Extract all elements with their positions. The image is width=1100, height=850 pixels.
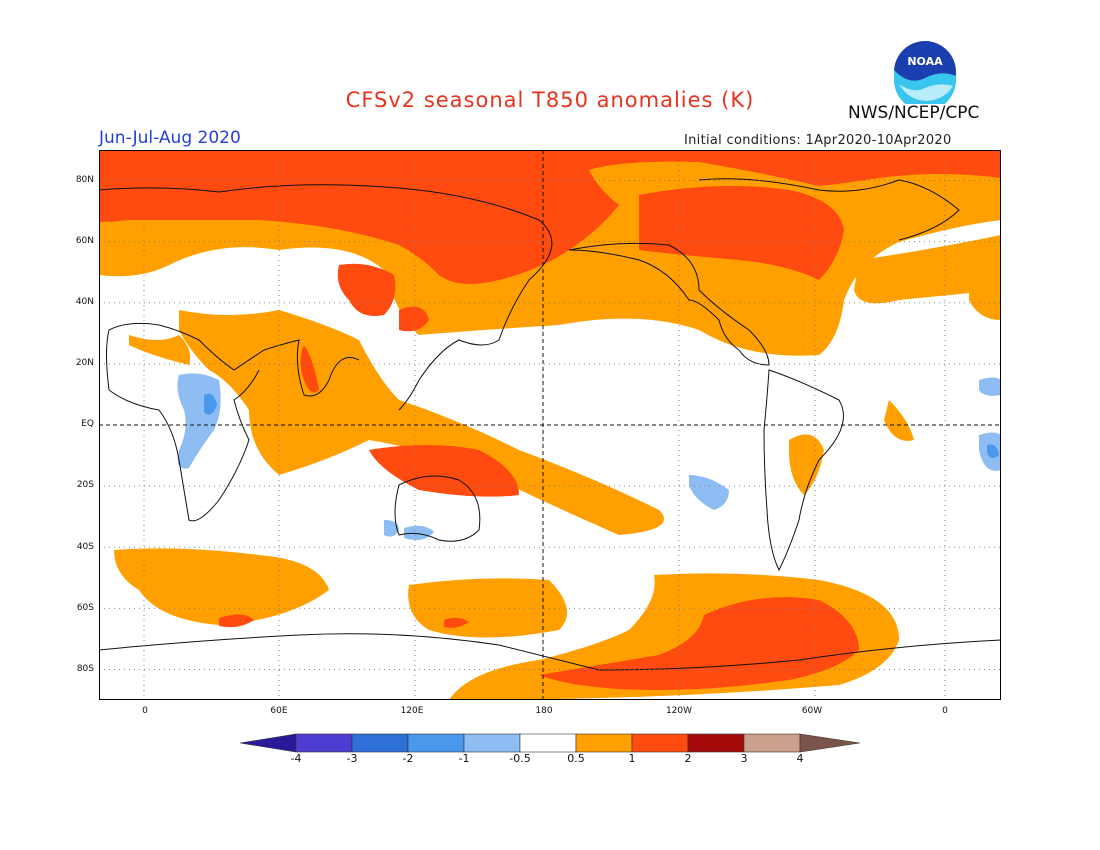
- lat-label-60n: 60N: [75, 236, 94, 246]
- lat-label-20s: 20S: [76, 480, 94, 490]
- colorbar-cell: [519, 733, 577, 753]
- lon-label-0: 0: [142, 706, 148, 716]
- anomaly-band-light-blue: [177, 373, 1001, 540]
- lat-label-40s: 40S: [76, 542, 94, 552]
- lat-label-eq: EQ: [81, 419, 94, 429]
- lon-label-0-east: 0: [942, 706, 948, 716]
- initial-conditions-label: Initial conditions: 1Apr2020-10Apr2020: [684, 133, 952, 148]
- lon-label-60w: 60W: [801, 706, 823, 716]
- anomaly-map: [99, 150, 1001, 700]
- colorbar-cell: [687, 733, 745, 753]
- lat-label-60s: 60S: [76, 603, 94, 613]
- equator-dateline: [99, 150, 1001, 700]
- colorbar-label: 3: [740, 752, 748, 765]
- anomaly-band-blue: [204, 393, 999, 459]
- map-frame: [99, 150, 1001, 700]
- colorbar-label: 2: [684, 752, 692, 765]
- noaa-logo-text: NOAA: [907, 55, 943, 68]
- colorbar-cell: [463, 733, 521, 753]
- lat-label-80n: 80N: [75, 175, 94, 185]
- colorbar-label: 1: [628, 752, 636, 765]
- lat-label-40n: 40N: [75, 297, 94, 307]
- colorbar: [240, 733, 860, 753]
- noaa-logo: NOAA: [894, 41, 956, 104]
- lon-label-120w: 120W: [665, 706, 693, 716]
- colorbar-cell: [743, 733, 801, 753]
- agency-label: NWS/NCEP/CPC: [848, 103, 980, 123]
- lon-label-60e: 60E: [270, 706, 288, 716]
- colorbar-label: -2: [402, 752, 414, 765]
- map-title: CFSv2 seasonal T850 anomalies (K): [345, 88, 755, 112]
- colorbar-label: 0.5: [567, 752, 585, 765]
- colorbar-label: -3: [346, 752, 358, 765]
- lat-label-80s: 80S: [76, 664, 94, 674]
- colorbar-cell: [295, 733, 353, 753]
- lat-label-20n: 20N: [75, 358, 94, 368]
- colorbar-cell: [240, 733, 297, 753]
- colorbar-cell: [351, 733, 409, 753]
- lon-label-120e: 120E: [400, 706, 424, 716]
- colorbar-cell: [407, 733, 465, 753]
- colorbar-label: -4: [290, 752, 302, 765]
- colorbar-cell: [575, 733, 633, 753]
- colorbar-label: -1: [458, 752, 470, 765]
- colorbar-label: -0.5: [509, 752, 531, 765]
- colorbar-label: 4: [796, 752, 804, 765]
- colorbar-cell: [631, 733, 689, 753]
- lon-label-180: 180: [535, 706, 553, 716]
- anomaly-band-red: [99, 150, 1001, 690]
- season-label: Jun-Jul-Aug 2020: [99, 128, 241, 148]
- colorbar-cell: [799, 733, 860, 753]
